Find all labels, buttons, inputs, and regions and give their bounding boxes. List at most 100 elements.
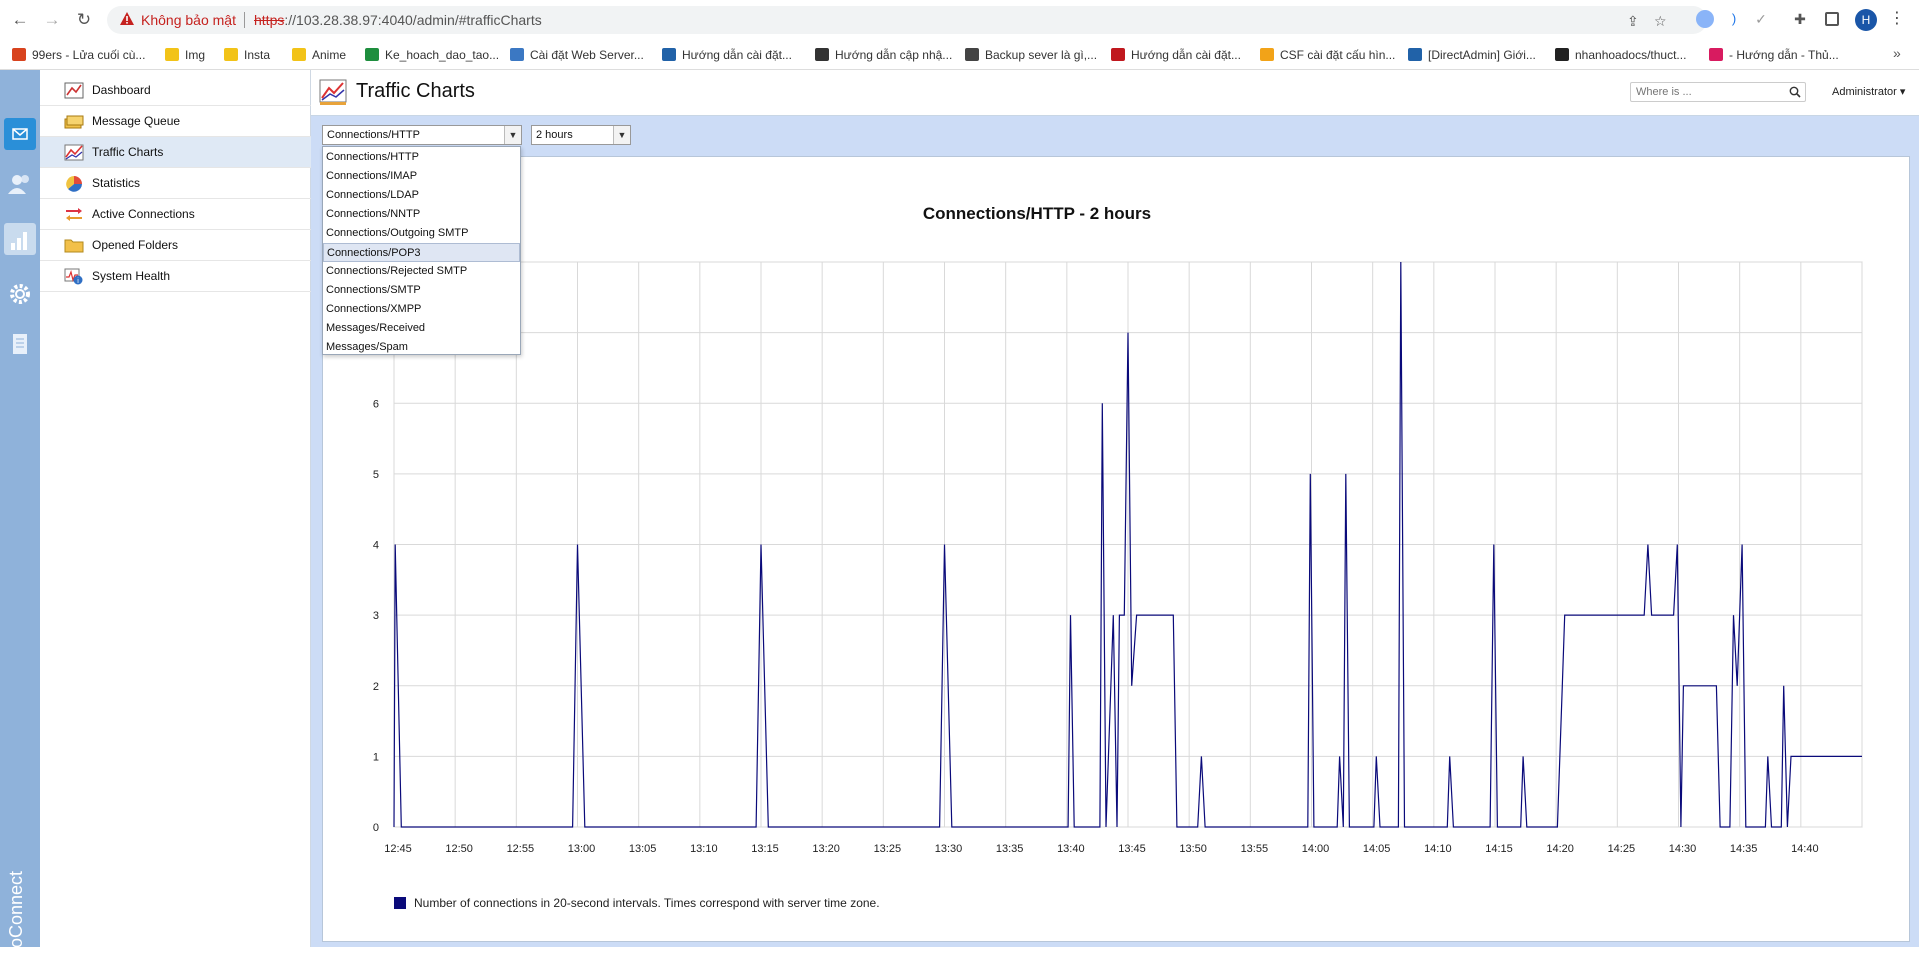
sidebar-item-system-health[interactable]: i System Health [40, 261, 311, 292]
search-box[interactable] [1630, 82, 1806, 102]
status-charts-icon[interactable] [4, 223, 36, 255]
bookmark-label: Anime [312, 48, 347, 62]
extensions-puzzle-icon[interactable]: ✚ [1794, 11, 1806, 27]
users-icon[interactable] [4, 168, 36, 200]
sidebar-item-active-connections[interactable]: Active Connections [40, 199, 311, 230]
bookmark-item[interactable]: - Hướng dẫn - Thủ... [1709, 46, 1839, 64]
bookmark-label: Img [185, 48, 206, 62]
series-line [393, 261, 1862, 828]
address-bar[interactable]: Không bảo mật https://103.28.38.97:4040/… [107, 6, 1707, 34]
bookmark-item[interactable]: Hướng dẫn cập nhậ... [815, 46, 952, 64]
legend-swatch [394, 897, 406, 909]
bookmark-item[interactable]: Img [165, 46, 205, 64]
extension-wave-icon[interactable]: ) [1725, 10, 1743, 28]
app-rail: KerioConnect [0, 70, 40, 980]
bookmark-favicon-icon [365, 48, 379, 61]
browser-toolbar: ← → ↻ Không bảo mật https://103.28.38.97… [0, 0, 1919, 40]
x-tick-label: 14:25 [1608, 843, 1636, 855]
dropdown-option[interactable]: Connections/Outgoing SMTP [326, 227, 469, 239]
share-icon[interactable]: ⇪ [1627, 13, 1639, 29]
dropdown-option[interactable]: Connections/LDAP [326, 189, 419, 201]
traffic-chart: 0123456712:4512:5012:5513:0013:0513:1013… [373, 261, 1863, 855]
bookmark-item[interactable]: Hướng dẫn cài đặt... [1111, 46, 1241, 64]
bookmark-favicon-icon [662, 48, 676, 61]
sidebar-item-opened-folders[interactable]: Opened Folders [40, 230, 311, 261]
bookmark-item[interactable]: [DirectAdmin] Giới... [1408, 46, 1536, 64]
bookmark-item[interactable]: Cài đặt Web Server... [510, 46, 644, 64]
bookmark-item[interactable]: Hướng dẫn cài đặt... [662, 46, 792, 64]
x-tick-label: 14:40 [1791, 843, 1819, 855]
sidebar-item-label: Traffic Charts [92, 145, 164, 159]
dashboard-icon [64, 82, 84, 99]
dropdown-option[interactable]: Messages/Spam [326, 341, 408, 353]
bookmark-item[interactable]: Ke_hoach_dao_tao... [365, 46, 499, 64]
browser-menu-icon[interactable]: ⋮ [1889, 10, 1905, 27]
dropdown-option[interactable]: Messages/Received [326, 322, 426, 334]
bookmark-item[interactable]: CSF cài đặt cấu hìn... [1260, 46, 1395, 64]
bookmark-label: - Hướng dẫn - Thủ... [1729, 48, 1839, 62]
y-tick-label: 5 [373, 469, 379, 481]
bookmark-label: Hướng dẫn cài đặt... [1131, 48, 1241, 62]
dropdown-option[interactable]: Connections/POP3 [323, 243, 520, 262]
bookmark-label: Hướng dẫn cập nhậ... [835, 48, 953, 62]
bookmark-item[interactable]: 99ers - Lửa cuối cù... [12, 46, 145, 64]
chevron-down-icon[interactable]: ▼ [504, 126, 521, 144]
bookmark-label: nhanhoadocs/thuct... [1575, 48, 1687, 62]
y-tick-label: 2 [373, 681, 379, 693]
sidebar-item-label: Active Connections [92, 207, 195, 221]
sidebar: Dashboard Message Queue Traffic Charts Stat… [40, 70, 311, 947]
profile-avatar[interactable]: H [1855, 9, 1877, 31]
url-text: https://103.28.38.97:4040/admin/#traffic… [254, 12, 542, 28]
url-scheme: https [254, 12, 285, 28]
x-tick-label: 13:45 [1118, 843, 1146, 855]
extension-lens-icon[interactable] [1696, 10, 1714, 28]
dropdown-option[interactable]: Connections/XMPP [326, 303, 422, 315]
extension-check-icon[interactable]: ✓ [1755, 11, 1767, 27]
dropdown-option[interactable]: Connections/IMAP [326, 170, 418, 182]
dropdown-option[interactable]: Connections/SMTP [326, 284, 421, 296]
side-panel-icon[interactable] [1825, 12, 1839, 26]
x-tick-label: 12:45 [384, 843, 412, 855]
mail-icon[interactable] [4, 118, 36, 150]
omnibox-separator [244, 12, 245, 28]
user-menu[interactable]: Administrator ▾ [1832, 86, 1906, 98]
bookmark-star-icon[interactable]: ☆ [1654, 13, 1667, 29]
system-health-icon: i [64, 268, 84, 285]
bookmark-item[interactable]: Insta [224, 46, 270, 64]
kerio-brand: KerioConnect [6, 770, 36, 980]
bookmark-favicon-icon [12, 48, 26, 61]
logs-icon[interactable] [4, 328, 36, 360]
dropdown-option[interactable]: Connections/Rejected SMTP [326, 265, 468, 277]
y-tick-label: 3 [373, 610, 379, 622]
sidebar-item-traffic-charts[interactable]: Traffic Charts [40, 137, 311, 168]
bookmarks-overflow-icon[interactable]: » [1893, 45, 1901, 61]
sidebar-item-statistics[interactable]: Statistics [40, 168, 311, 199]
forward-icon[interactable]: → [43, 10, 61, 29]
sidebar-item-label: System Health [92, 269, 171, 283]
x-tick-label: 14:20 [1546, 843, 1574, 855]
sidebar-item-label: Opened Folders [92, 238, 179, 252]
range-select[interactable]: 2 hours ▼ [531, 125, 631, 145]
settings-gear-icon[interactable] [4, 278, 36, 310]
bookmark-label: Insta [244, 48, 271, 62]
x-tick-label: 12:55 [507, 843, 535, 855]
bookmark-item[interactable]: Anime [292, 46, 346, 64]
sidebar-item-message-queue[interactable]: Message Queue [40, 106, 311, 137]
back-icon[interactable]: ← [11, 10, 29, 29]
metric-select[interactable]: Connections/HTTP ▼ [322, 125, 522, 145]
reload-icon[interactable]: ↻ [76, 10, 92, 29]
y-tick-label: 1 [373, 751, 379, 763]
dropdown-option[interactable]: Connections/HTTP [326, 151, 419, 163]
sidebar-item-dashboard[interactable]: Dashboard [40, 75, 311, 106]
y-tick-label: 4 [373, 540, 379, 552]
bookmark-item[interactable]: Backup sever là gì,... [965, 46, 1097, 64]
x-tick-label: 14:30 [1669, 843, 1697, 855]
brand-text: KerioConnect [6, 870, 26, 980]
search-input[interactable] [1631, 83, 1781, 101]
bookmark-label: Ke_hoach_dao_tao... [385, 48, 500, 62]
chevron-down-icon[interactable]: ▼ [613, 126, 630, 144]
bookmarks-bar: 99ers - Lửa cuối cù... Img Insta Anime Ke_ho… [0, 40, 1919, 70]
bookmark-item[interactable]: nhanhoadocs/thuct... [1555, 46, 1686, 64]
dropdown-option[interactable]: Connections/NNTP [326, 208, 421, 220]
search-icon[interactable] [1789, 86, 1801, 98]
